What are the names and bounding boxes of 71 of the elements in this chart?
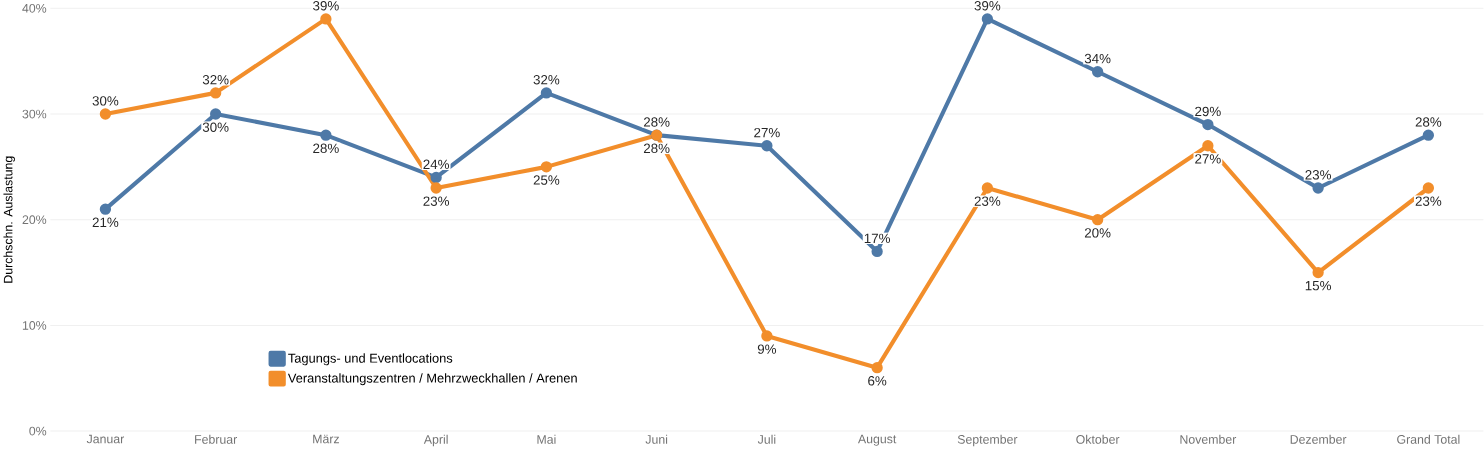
point — [761, 140, 773, 152]
data-label: 39% — [313, 1, 339, 11]
data-label: 23% — [423, 196, 450, 207]
point — [1422, 129, 1435, 141]
x-tick-label: März — [313, 434, 339, 444]
point — [1091, 214, 1104, 226]
x-tick-label: Grand Total — [1397, 434, 1460, 444]
data-label: 24% — [423, 159, 450, 170]
point — [761, 330, 773, 342]
data-label: 30% — [92, 96, 119, 106]
point — [1312, 182, 1324, 194]
data-label: 39% — [974, 1, 1001, 11]
y-tick-label: 0% — [29, 426, 47, 436]
data-label: 29% — [1195, 106, 1221, 117]
data-label: 32% — [202, 75, 229, 85]
data-label: 21% — [92, 217, 119, 228]
data-label: 27% — [1195, 154, 1221, 164]
point — [210, 108, 222, 120]
data-label: 28% — [643, 143, 670, 154]
data-label: 27% — [754, 128, 780, 138]
x-tick-label: Januar — [86, 434, 125, 444]
point — [540, 87, 553, 99]
point — [320, 129, 332, 141]
y-tick-label: 40% — [22, 4, 47, 13]
data-label: 23% — [1305, 170, 1332, 180]
point — [1312, 267, 1324, 279]
data-label: 28% — [643, 117, 670, 127]
data-label: 34% — [1084, 54, 1111, 64]
legend-label: Veranstaltungszentren / Mehrzweckhallen / Arenen — [287, 373, 577, 386]
point — [871, 245, 883, 258]
data-label: 9% — [757, 344, 777, 355]
x-tick-label: Dezember — [1290, 434, 1347, 444]
point — [981, 182, 994, 194]
legend-label: Tagungs- und Eventlocations — [288, 353, 453, 366]
x-tick-label: November — [1180, 434, 1237, 444]
point — [430, 171, 442, 184]
data-label: 28% — [313, 143, 339, 154]
x-tick-label: April — [423, 434, 448, 447]
y-tick-label: 20% — [22, 215, 47, 225]
data-label: 25% — [533, 175, 560, 185]
point — [99, 108, 112, 120]
x-tick-label: August — [857, 434, 897, 446]
point — [210, 87, 222, 99]
data-label: 30% — [202, 122, 229, 133]
data-label: 32% — [533, 75, 560, 85]
x-tick-label: Juli — [757, 434, 776, 444]
point — [1422, 182, 1435, 194]
point — [1202, 119, 1214, 131]
x-tick-label: Februar — [195, 434, 238, 444]
data-label: 23% — [1415, 196, 1442, 207]
data-label: 17% — [864, 233, 891, 244]
x-tick-label: Juni — [645, 434, 668, 444]
point — [1202, 140, 1214, 152]
data-label: 6% — [868, 376, 887, 386]
x-tick-label: September — [957, 434, 1018, 447]
point — [540, 161, 553, 173]
point — [320, 13, 332, 25]
data-label: 15% — [1305, 281, 1332, 291]
y-tick-label: 30% — [22, 109, 47, 119]
data-label: 23% — [974, 196, 1001, 207]
point — [1091, 66, 1104, 78]
point — [981, 13, 994, 25]
point — [871, 362, 883, 374]
data-label: 20% — [1084, 228, 1111, 238]
data-label: 28% — [1415, 117, 1442, 127]
x-tick-label: Oktober — [1076, 434, 1120, 444]
x-tick-label: Mai — [537, 434, 556, 444]
y-axis-title: Durchschn. Auslastung — [3, 156, 15, 283]
y-tick-label: 10% — [22, 321, 47, 330]
point — [430, 182, 442, 194]
point — [99, 203, 112, 215]
